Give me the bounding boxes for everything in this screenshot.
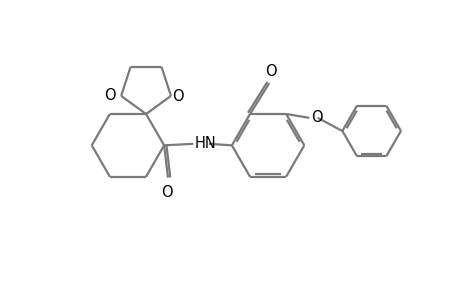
Text: HN: HN — [194, 136, 215, 151]
Text: O: O — [160, 185, 172, 200]
Text: O: O — [264, 64, 276, 79]
Text: O: O — [172, 89, 184, 104]
Text: O: O — [310, 110, 322, 125]
Text: O: O — [104, 88, 116, 104]
